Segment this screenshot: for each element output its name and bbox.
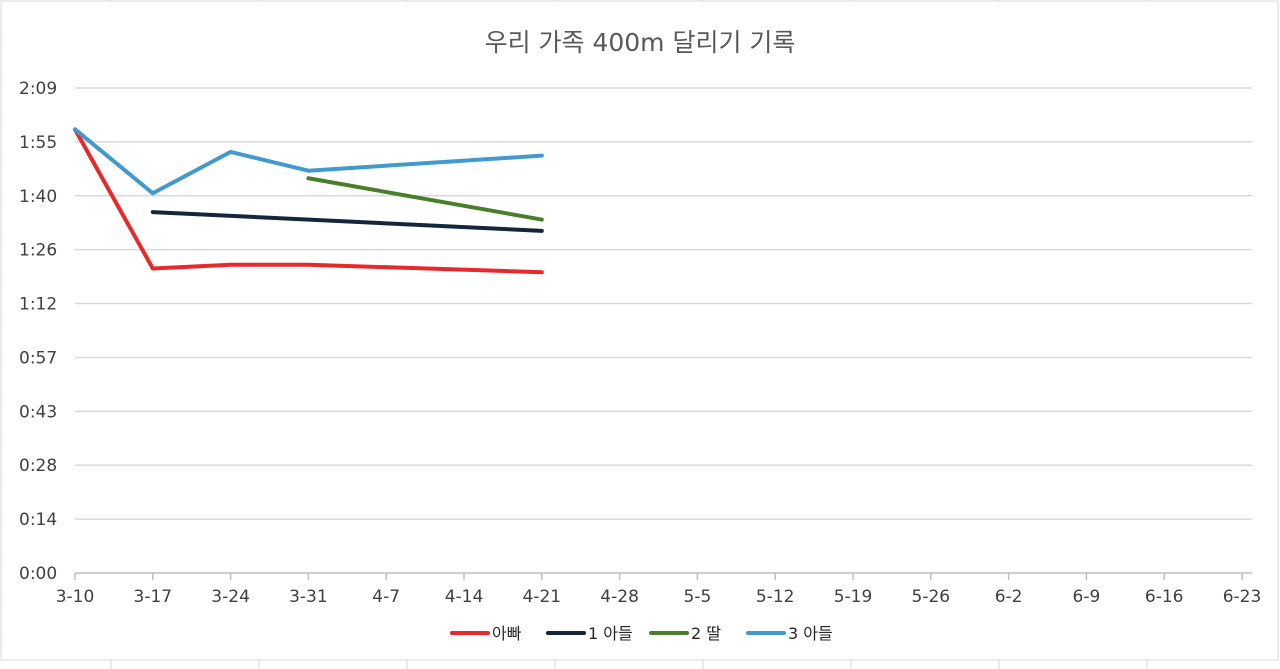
legend-label: 1 아들 xyxy=(588,624,633,643)
x-tick-label: 6-16 xyxy=(1145,587,1184,607)
legend: 아빠 1 아들 2 딸 3 아들 xyxy=(450,624,833,643)
x-tick-label: 4-28 xyxy=(600,587,639,607)
y-tick-label: 0:14 xyxy=(19,510,57,530)
x-tick-label: 5-26 xyxy=(912,587,951,607)
x-tick-label: 5-12 xyxy=(756,587,795,607)
y-axis: 0:00 0:14 0:28 0:43 0:57 1:12 1:26 1:40 1:55 2:09 xyxy=(19,79,57,584)
y-tick-label: 0:57 xyxy=(19,348,57,368)
x-axis: 3-10 3-17 3-24 3-31 4-7 4-14 4-21 4-28 5-5 5-12 5-… xyxy=(56,573,1262,607)
x-tick-label: 5-19 xyxy=(834,587,873,607)
x-tick-label: 4-14 xyxy=(445,587,484,607)
y-tick-label: 1:26 xyxy=(19,241,57,261)
x-tick-label: 3-31 xyxy=(289,587,328,607)
x-tick-label: 3-10 xyxy=(56,587,95,607)
y-tick-label: 0:00 xyxy=(19,564,57,584)
x-tick-label: 6-23 xyxy=(1223,587,1262,607)
y-tick-label: 1:12 xyxy=(19,295,57,315)
x-tick-label: 3-24 xyxy=(211,587,250,607)
chart-title: 우리 가족 400m 달리기 기록 xyxy=(485,28,796,57)
series-line-2-딸 xyxy=(306,176,544,222)
y-tick-label: 0:43 xyxy=(19,402,57,422)
series-line-아빠 xyxy=(73,127,544,275)
legend-label: 아빠 xyxy=(492,624,522,643)
series-line-1-아들 xyxy=(150,210,544,233)
x-tick-label: 5-5 xyxy=(684,587,712,607)
y-tick-label: 0:28 xyxy=(19,456,57,476)
x-tick-label: 4-7 xyxy=(372,587,400,607)
y-tick-label: 2:09 xyxy=(19,79,57,99)
legend-label: 2 딸 xyxy=(691,624,721,643)
series-line-3-아들 xyxy=(73,127,544,196)
x-tick-label: 3-17 xyxy=(134,587,173,607)
gridlines xyxy=(75,87,1252,574)
x-tick-label: 6-2 xyxy=(995,587,1023,607)
y-tick-label: 1:55 xyxy=(19,133,57,153)
x-tick-label: 6-9 xyxy=(1073,587,1101,607)
y-tick-label: 1:40 xyxy=(19,187,57,207)
legend-label: 3 아들 xyxy=(788,624,833,643)
x-tick-label: 4-21 xyxy=(523,587,562,607)
series-lines xyxy=(73,127,544,275)
